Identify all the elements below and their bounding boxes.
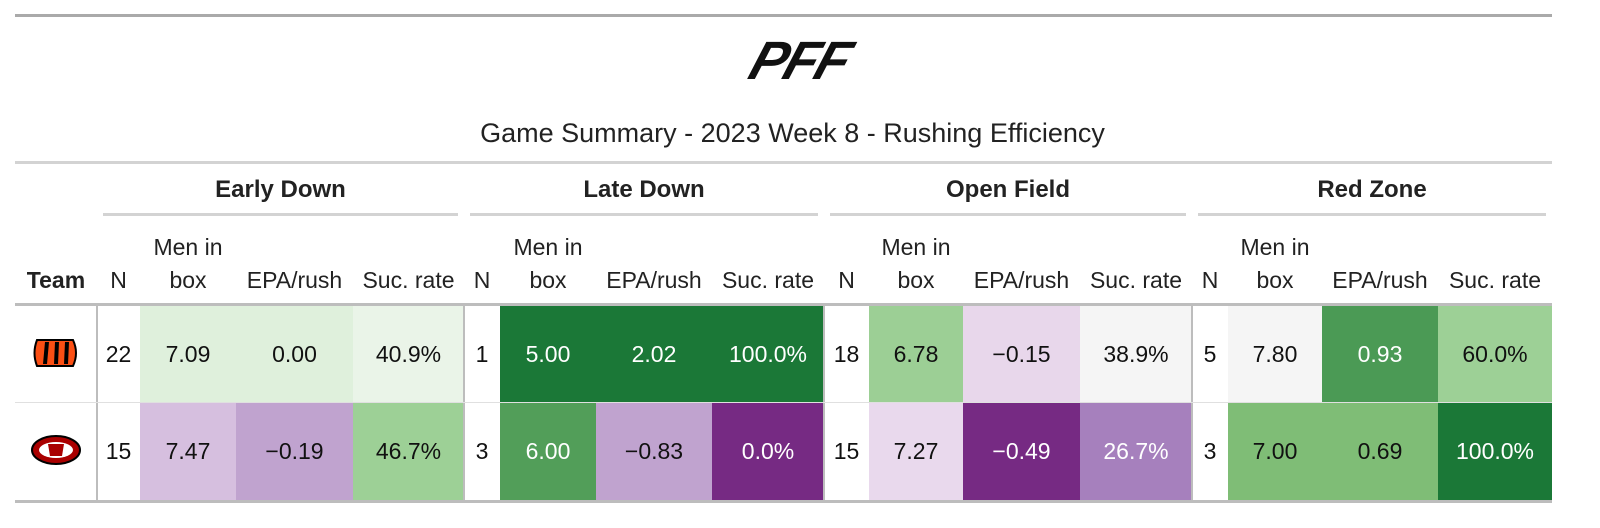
table-cell: 15: [97, 403, 140, 500]
column-header: Men in box: [153, 234, 223, 293]
column-divider: [1191, 306, 1193, 500]
column-header: Suc. rate: [362, 267, 455, 293]
table-cell: 0.00: [236, 306, 353, 403]
table-cell: −0.49: [963, 403, 1080, 500]
table-cell: 0.0%: [712, 403, 824, 500]
column-header: N: [110, 267, 127, 293]
table-cell: 100.0%: [1438, 403, 1552, 500]
table-cell: 3: [464, 403, 500, 500]
column-divider: [823, 306, 825, 500]
column-divider: [463, 306, 465, 500]
bottom-rule: [15, 500, 1552, 503]
title-rule: [15, 161, 1552, 164]
table-cell: 18: [824, 306, 869, 403]
table-cell: 15: [824, 403, 869, 500]
row-divider: [15, 402, 1552, 403]
column-header: Men in box: [1240, 234, 1310, 293]
table-cell: 46.7%: [353, 403, 464, 500]
group-underline: [103, 213, 458, 216]
table-cell: 1: [464, 306, 500, 403]
table-cell: 5: [1192, 306, 1228, 403]
column-header: EPA/rush: [606, 267, 702, 293]
table-cell: 7.09: [140, 306, 236, 403]
column-header: EPA/rush: [1332, 267, 1428, 293]
group-header: Open Field: [945, 176, 1070, 203]
table-cell: −0.83: [596, 403, 712, 500]
group-underline: [470, 213, 818, 216]
table-cell: 6.78: [869, 306, 963, 403]
column-header: N: [473, 267, 491, 293]
table-cell: −0.15: [963, 306, 1080, 403]
table-cell: 60.0%: [1438, 306, 1552, 403]
table-cell: 2.02: [596, 306, 712, 403]
table-cell: 6.00: [500, 403, 596, 500]
column-header: N: [1201, 267, 1219, 293]
table-cell: 0.93: [1322, 306, 1438, 403]
table-cell: 3: [1192, 403, 1228, 500]
column-header: N: [838, 267, 855, 293]
table-cell: 22: [97, 306, 140, 403]
group-underline: [1198, 213, 1546, 216]
table-cell: 100.0%: [712, 306, 824, 403]
group-header: Red Zone: [1317, 176, 1427, 203]
table-cell: 7.47: [140, 403, 236, 500]
niners-logo: [31, 435, 81, 465]
table-cell: −0.19: [236, 403, 353, 500]
table-cell: 38.9%: [1080, 306, 1192, 403]
column-header: EPA/rush: [246, 267, 343, 293]
table-cell: 7.80: [1228, 306, 1322, 403]
group-underline: [830, 213, 1186, 216]
logo: PFF: [742, 31, 858, 91]
table-cell: 7.27: [869, 403, 963, 500]
table-cell: 26.7%: [1080, 403, 1192, 500]
team-header: Team: [26, 267, 86, 293]
top-rule: [15, 14, 1552, 17]
column-header: EPA/rush: [973, 267, 1070, 293]
column-header: Men in box: [513, 234, 583, 293]
table-title: Game Summary - 2023 Week 8 - Rushing Eff…: [480, 118, 1105, 148]
column-header: Suc. rate: [1089, 267, 1183, 293]
table-cell: 5.00: [500, 306, 596, 403]
group-header: Early Down: [215, 176, 346, 203]
header-rule: [15, 303, 1552, 306]
table-cell: 0.69: [1322, 403, 1438, 500]
table-cell: 7.00: [1228, 403, 1322, 500]
column-header: Suc. rate: [1448, 267, 1542, 293]
table-cell: 40.9%: [353, 306, 464, 403]
column-header: Suc. rate: [721, 267, 815, 293]
group-header: Late Down: [583, 176, 705, 203]
column-header: Men in box: [881, 234, 951, 293]
column-divider: [96, 306, 98, 500]
bengals-logo: [33, 339, 77, 367]
